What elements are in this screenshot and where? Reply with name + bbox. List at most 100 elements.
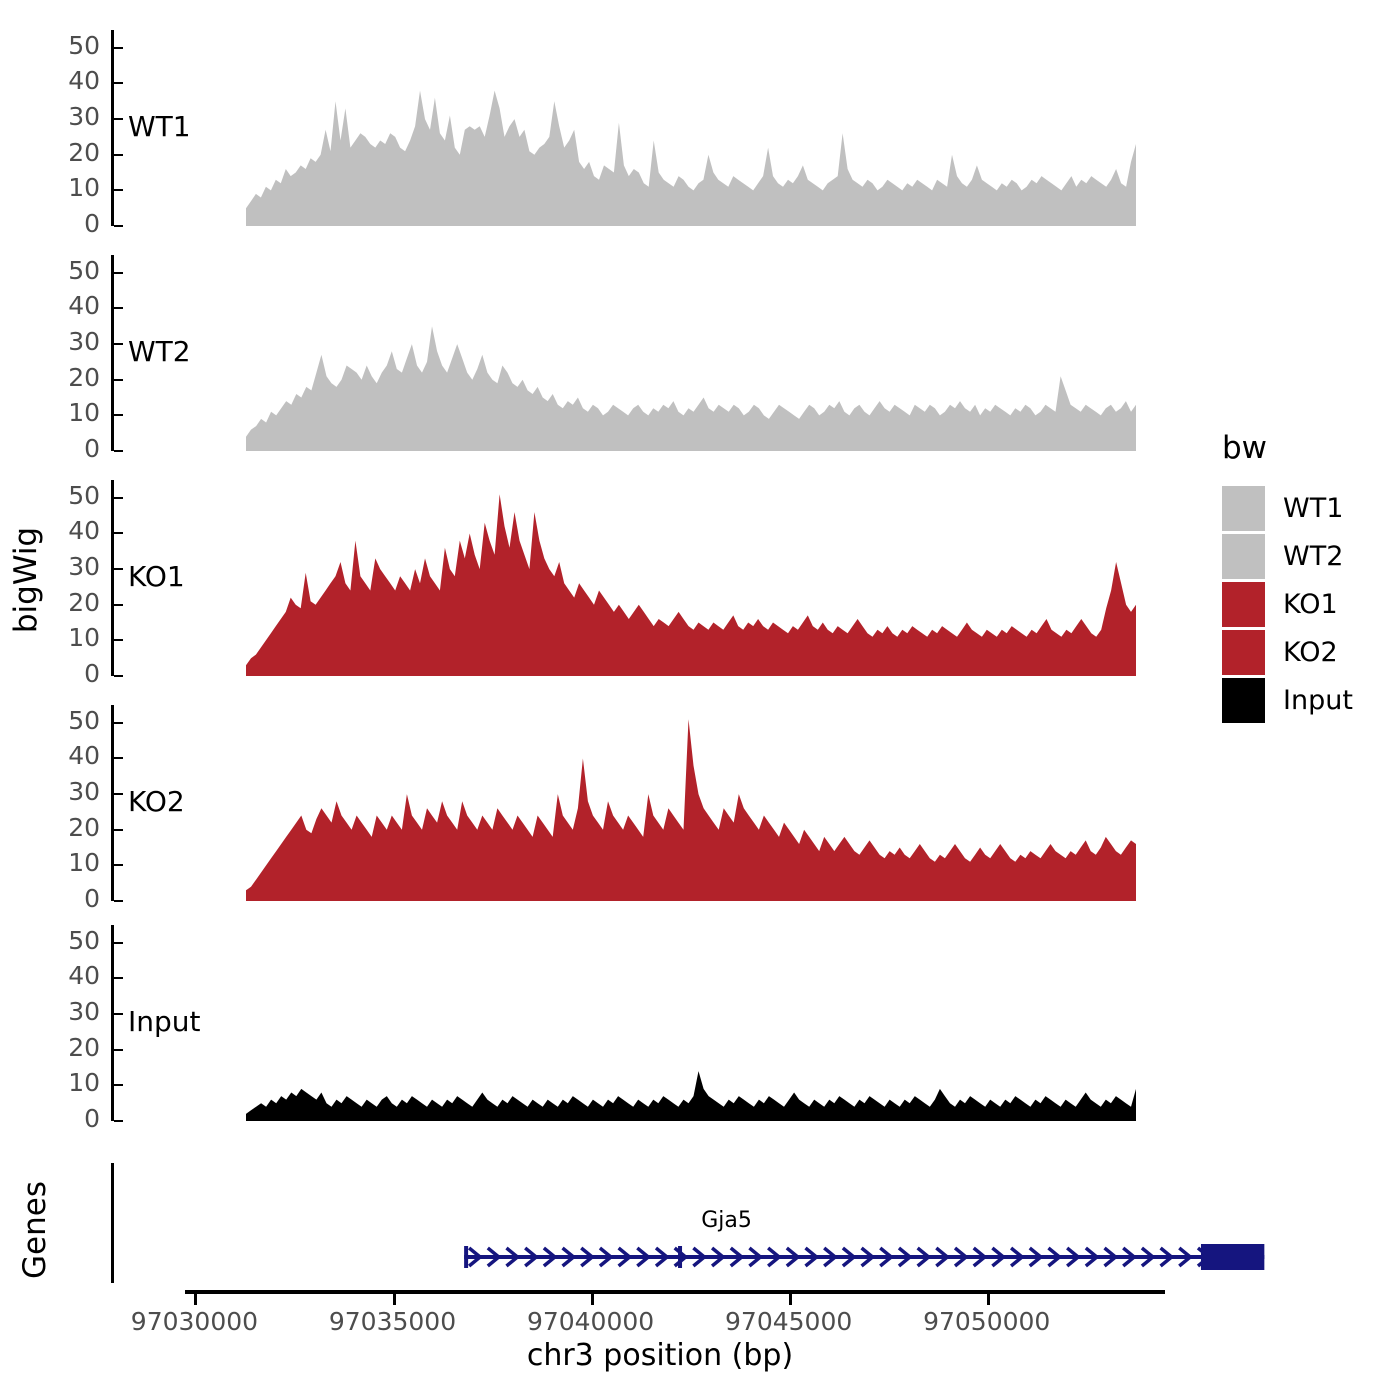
x-tick-label: 97050000 bbox=[923, 1307, 1051, 1336]
y-tick-label: 40 bbox=[68, 961, 100, 991]
signal-panel-wt2: 0 10 20 30 40 50 WT2 bbox=[0, 255, 1200, 461]
y-tick-label: 50 bbox=[68, 925, 100, 955]
legend-swatch-wt2 bbox=[1222, 533, 1265, 579]
y-tick bbox=[114, 496, 123, 499]
panel-label-wt2: WT2 bbox=[128, 335, 191, 368]
y-tick bbox=[114, 864, 123, 867]
y-tick bbox=[114, 118, 123, 121]
legend: bw WT1 WT2 KO1 KO2 Input bbox=[1222, 430, 1353, 724]
y-tick-label: 10 bbox=[68, 398, 100, 428]
y-tick-label: 50 bbox=[68, 255, 100, 285]
legend-label: WT2 bbox=[1283, 540, 1344, 572]
y-tick bbox=[114, 1013, 123, 1016]
y-tick bbox=[114, 450, 123, 452]
gene-track bbox=[135, 1163, 1335, 1287]
y-tick-label: 20 bbox=[68, 812, 100, 842]
y-tick-label: 0 bbox=[84, 659, 100, 688]
y-tick bbox=[114, 225, 123, 227]
y-tick-label: 20 bbox=[68, 1032, 100, 1062]
y-tick-label: 20 bbox=[68, 137, 100, 167]
legend-item-wt1[interactable]: WT1 bbox=[1222, 484, 1353, 532]
y-tick bbox=[114, 153, 123, 156]
y-tick-label: 0 bbox=[84, 1104, 100, 1133]
y-tick bbox=[114, 532, 123, 535]
y-tick-label: 30 bbox=[68, 777, 100, 807]
y-tick bbox=[114, 82, 123, 85]
y-tick bbox=[114, 941, 123, 944]
legend-item-ko2[interactable]: KO2 bbox=[1222, 628, 1353, 676]
signal-area-input bbox=[0, 925, 1200, 1121]
y-tick bbox=[114, 757, 123, 760]
y-tick-label: 30 bbox=[68, 102, 100, 132]
panel-label-ko2: KO2 bbox=[128, 785, 185, 818]
signal-area-ko2 bbox=[0, 705, 1200, 901]
y-tick-label: 0 bbox=[84, 209, 100, 238]
genes-axis-line bbox=[111, 1163, 114, 1283]
panel-axis-line bbox=[111, 30, 114, 226]
y-tick bbox=[114, 189, 123, 192]
y-tick bbox=[114, 1048, 123, 1051]
panel-axis-line bbox=[111, 255, 114, 451]
legend-items: WT1 WT2 KO1 KO2 Input bbox=[1222, 484, 1353, 724]
panel-label-input: Input bbox=[128, 1005, 201, 1038]
legend-title: bw bbox=[1222, 430, 1268, 466]
legend-label: KO2 bbox=[1283, 636, 1338, 668]
x-tick-label: 97030000 bbox=[130, 1307, 259, 1336]
y-tick bbox=[114, 639, 123, 642]
legend-item-ko1[interactable]: KO1 bbox=[1222, 580, 1353, 628]
x-axis-title: chr3 position (bp) bbox=[526, 1338, 794, 1373]
signal-area-ko1 bbox=[0, 480, 1200, 676]
legend-swatch-input bbox=[1222, 677, 1265, 723]
y-tick-label: 0 bbox=[84, 434, 100, 463]
y-tick bbox=[114, 343, 123, 346]
signal-panel-input: 0 10 20 30 40 50 Input bbox=[0, 925, 1200, 1131]
y-tick bbox=[114, 828, 123, 831]
legend-swatch-ko2 bbox=[1222, 629, 1265, 675]
x-tick-label: 97040000 bbox=[526, 1307, 655, 1336]
y-tick-label: 40 bbox=[68, 516, 100, 546]
panel-axis-line bbox=[111, 925, 114, 1121]
panel-axis-line bbox=[111, 705, 114, 901]
y-tick bbox=[114, 675, 123, 677]
y-tick-label: 50 bbox=[68, 705, 100, 735]
y-tick bbox=[114, 271, 123, 274]
y-tick bbox=[114, 378, 123, 381]
signal-panel-ko1: 0 10 20 30 40 50 KO1 bbox=[0, 480, 1200, 686]
y-tick-label: 10 bbox=[68, 1068, 100, 1098]
y-tick-label: 50 bbox=[68, 480, 100, 510]
y-tick-label: 20 bbox=[68, 362, 100, 392]
y-tick-label: 40 bbox=[68, 66, 100, 96]
x-tick bbox=[986, 1294, 990, 1305]
y-tick bbox=[114, 568, 123, 571]
y-tick bbox=[114, 977, 123, 980]
y-tick-label: 10 bbox=[68, 848, 100, 878]
legend-swatch-ko1 bbox=[1222, 581, 1265, 627]
y-tick bbox=[114, 900, 123, 902]
y-tick bbox=[114, 603, 123, 606]
y-tick-label: 10 bbox=[68, 173, 100, 203]
y-tick-label: 0 bbox=[84, 884, 100, 913]
x-tick-label: 97035000 bbox=[328, 1307, 457, 1336]
legend-label: WT1 bbox=[1283, 492, 1344, 524]
gene-label-gja5: Gja5 bbox=[701, 1208, 752, 1233]
legend-item-input[interactable]: Input bbox=[1222, 676, 1353, 724]
signal-panel-wt1: 0 10 20 30 40 50 WT1 bbox=[0, 30, 1200, 236]
y-tick-label: 10 bbox=[68, 623, 100, 653]
legend-item-wt2[interactable]: WT2 bbox=[1222, 532, 1353, 580]
x-tick bbox=[590, 1294, 594, 1305]
y-tick bbox=[114, 721, 123, 724]
legend-label: KO1 bbox=[1283, 588, 1338, 620]
legend-label: Input bbox=[1283, 684, 1353, 716]
y-tick bbox=[114, 1120, 123, 1122]
y-tick bbox=[114, 46, 123, 49]
x-tick bbox=[788, 1294, 792, 1305]
y-tick-label: 30 bbox=[68, 552, 100, 582]
panel-label-wt1: WT1 bbox=[128, 110, 191, 143]
y-tick-label: 40 bbox=[68, 291, 100, 321]
panel-axis-line bbox=[111, 480, 114, 676]
y-tick bbox=[114, 307, 123, 310]
y-tick bbox=[114, 1084, 123, 1087]
panel-label-ko1: KO1 bbox=[128, 560, 185, 593]
y-tick-label: 30 bbox=[68, 997, 100, 1027]
x-axis-line bbox=[185, 1290, 1165, 1294]
